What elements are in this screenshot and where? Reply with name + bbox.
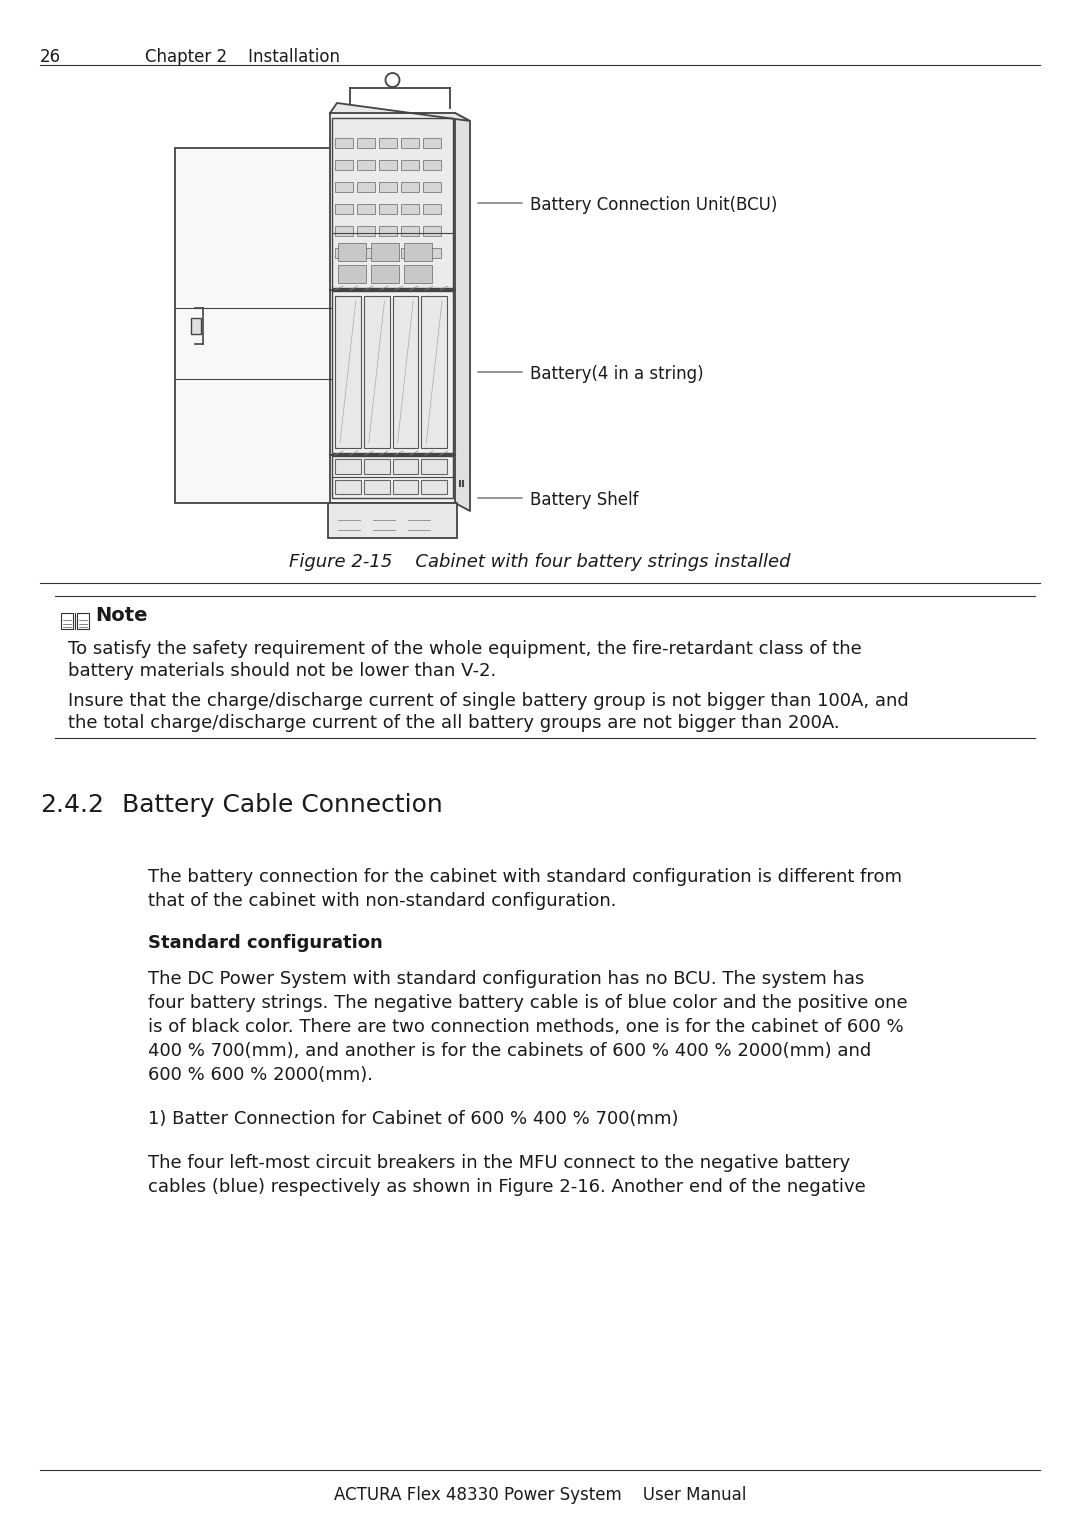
Bar [335, 138, 353, 148]
Bar [357, 226, 375, 235]
Bar [335, 182, 353, 193]
Bar [191, 318, 201, 333]
Polygon shape [455, 113, 470, 510]
Text: The four left-most circuit breakers in the MFU connect to the negative battery: The four left-most circuit breakers in t… [148, 1154, 850, 1172]
Text: Standard configuration: Standard configuration [148, 934, 382, 952]
Bar [379, 182, 397, 193]
Text: 26: 26 [40, 47, 62, 66]
Text: 600 % 600 % 2000(mm).: 600 % 600 % 2000(mm). [148, 1067, 373, 1083]
Bar [423, 248, 441, 258]
Bar [421, 296, 447, 448]
Bar [332, 455, 453, 498]
Text: that of the cabinet with non-standard configuration.: that of the cabinet with non-standard co… [148, 892, 617, 911]
Bar [423, 138, 441, 148]
Text: battery materials should not be lower than V-2.: battery materials should not be lower th… [68, 662, 496, 680]
Bar [364, 480, 390, 494]
Bar [357, 248, 375, 258]
Bar [335, 205, 353, 214]
Bar [401, 138, 419, 148]
Text: Insure that the charge/discharge current of single battery group is not bigger t: Insure that the charge/discharge current… [68, 692, 908, 711]
Bar [421, 480, 447, 494]
Bar [338, 264, 366, 283]
Text: the total charge/discharge current of the all battery groups are not bigger than: the total charge/discharge current of th… [68, 714, 839, 732]
Text: To satisfy the safety requirement of the whole equipment, the fire-retardant cla: To satisfy the safety requirement of the… [68, 640, 862, 659]
Bar [335, 480, 361, 494]
Bar [330, 113, 455, 503]
Bar [77, 613, 89, 630]
Bar [357, 182, 375, 193]
Bar [175, 148, 350, 503]
Bar [401, 226, 419, 235]
Bar [401, 182, 419, 193]
Bar [372, 264, 399, 283]
Bar [421, 458, 447, 474]
Bar [357, 138, 375, 148]
Bar [328, 503, 457, 538]
Text: 1) Batter Connection for Cabinet of 600 % 400 % 700(mm): 1) Batter Connection for Cabinet of 600 … [148, 1109, 678, 1128]
Polygon shape [330, 102, 470, 121]
Bar [379, 248, 397, 258]
Bar [401, 205, 419, 214]
Bar [338, 243, 366, 261]
Text: Battery Shelf: Battery Shelf [530, 490, 638, 509]
Bar [404, 243, 432, 261]
Text: Battery(4 in a string): Battery(4 in a string) [530, 365, 704, 384]
Bar [423, 226, 441, 235]
Bar [364, 296, 390, 448]
Text: four battery strings. The negative battery cable is of blue color and the positi: four battery strings. The negative batte… [148, 995, 907, 1012]
Bar [379, 205, 397, 214]
Bar [357, 205, 375, 214]
Bar [379, 226, 397, 235]
Text: cables (blue) respectively as shown in Figure 2-16. Another end of the negative: cables (blue) respectively as shown in F… [148, 1178, 866, 1196]
Text: The battery connection for the cabinet with standard configuration is different : The battery connection for the cabinet w… [148, 868, 902, 886]
Text: Figure 2-15    Cabinet with four battery strings installed: Figure 2-15 Cabinet with four battery st… [289, 553, 791, 571]
Bar [379, 138, 397, 148]
Text: Note: Note [95, 607, 148, 625]
Bar [60, 613, 73, 630]
Bar [364, 458, 390, 474]
Bar [335, 160, 353, 170]
Bar [423, 182, 441, 193]
Bar [372, 243, 399, 261]
Bar [423, 205, 441, 214]
Bar [404, 264, 432, 283]
Bar [379, 160, 397, 170]
Text: is of black color. There are two connection methods, one is for the cabinet of 6: is of black color. There are two connect… [148, 1018, 904, 1036]
Text: ACTURA Flex 48330 Power System    User Manual: ACTURA Flex 48330 Power System User Manu… [334, 1487, 746, 1504]
Bar [335, 226, 353, 235]
Text: Battery Connection Unit(BCU): Battery Connection Unit(BCU) [530, 196, 778, 214]
Bar [335, 248, 353, 258]
Bar [401, 160, 419, 170]
Bar [335, 296, 361, 448]
Bar [335, 458, 361, 474]
Bar [332, 290, 453, 452]
Text: 2.4.2: 2.4.2 [40, 793, 104, 817]
Bar [392, 480, 418, 494]
Bar [332, 118, 453, 287]
Bar [423, 160, 441, 170]
Text: Chapter 2    Installation: Chapter 2 Installation [145, 47, 340, 66]
Text: Battery Cable Connection: Battery Cable Connection [122, 793, 443, 817]
Bar [401, 248, 419, 258]
Bar [357, 160, 375, 170]
Bar [392, 296, 418, 448]
Text: The DC Power System with standard configuration has no BCU. The system has: The DC Power System with standard config… [148, 970, 864, 989]
Bar [392, 458, 418, 474]
Text: 400 % 700(mm), and another is for the cabinets of 600 % 400 % 2000(mm) and: 400 % 700(mm), and another is for the ca… [148, 1042, 872, 1060]
